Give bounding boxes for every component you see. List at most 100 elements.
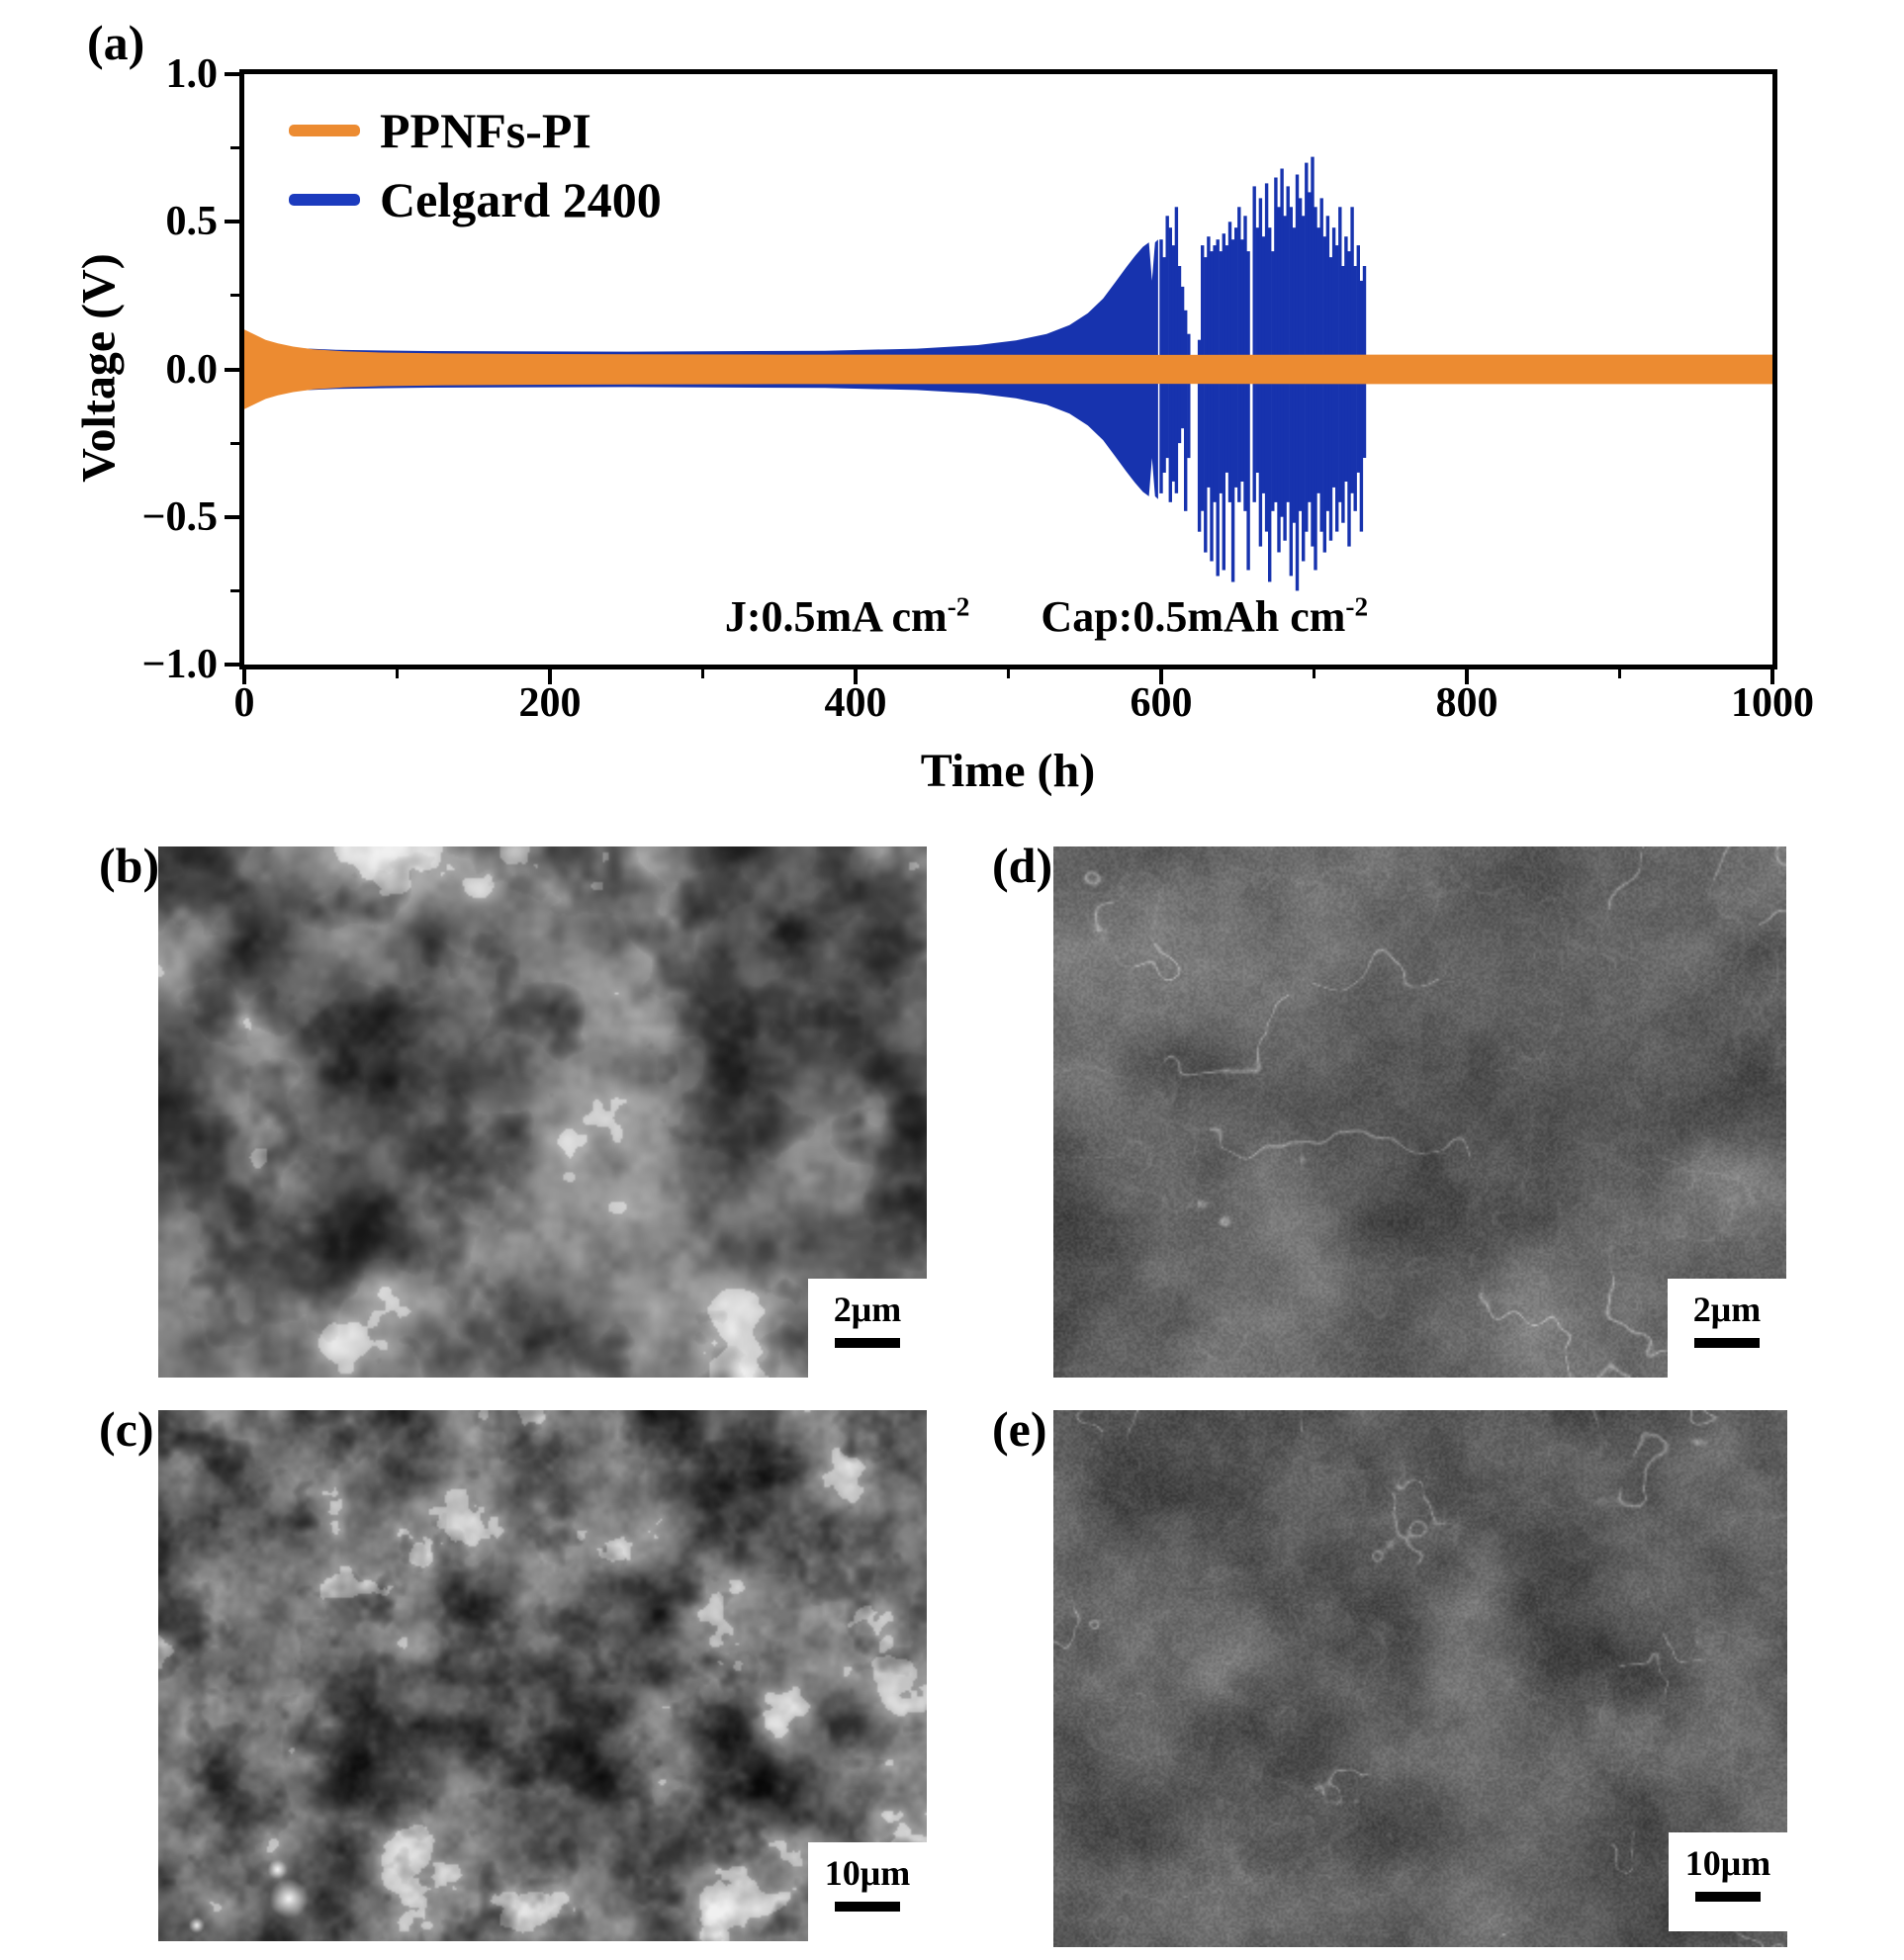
scale-bar-line (1694, 1338, 1760, 1348)
series-celgard-2400-spike (1341, 266, 1345, 523)
sem-image-e: 10μm (1053, 1410, 1787, 1947)
scale-bar-d: 2μm (1668, 1279, 1786, 1378)
x-tick-minor (1618, 669, 1621, 678)
scale-bar-label: 2μm (1692, 1290, 1762, 1329)
sem-micrograph-rough-10um (158, 1410, 927, 1941)
x-tick-major (854, 669, 858, 684)
scale-bar-line (835, 1902, 900, 1912)
x-tick-minor (1007, 669, 1010, 678)
x-tick-label: 0 (233, 680, 255, 726)
x-tick-minor (701, 669, 704, 678)
scale-bar-e: 10μm (1669, 1832, 1787, 1931)
series-celgard-2400-spike (1353, 266, 1357, 511)
voltage-time-chart (244, 156, 1772, 591)
legend-item-ppnfs-pi: PPNFs-PI (289, 103, 662, 158)
y-tick-major (225, 663, 239, 667)
x-tick-label: 1000 (1731, 680, 1814, 726)
series-celgard-2400-spike (1177, 266, 1182, 444)
legend-line-blue-icon (289, 194, 360, 206)
y-tick-label: 0.5 (165, 199, 219, 245)
x-tick-major (1770, 669, 1774, 684)
y-tick-minor (230, 294, 239, 298)
panel-c-label: (c) (99, 1401, 154, 1457)
y-tick-major (225, 514, 239, 519)
series-celgard-2400-spike (1308, 192, 1312, 502)
scale-bar-b: 2μm (808, 1279, 927, 1378)
legend-line-orange-icon (289, 125, 360, 136)
panel-b-label: (b) (99, 838, 160, 893)
y-tick-label: −1.0 (141, 642, 218, 687)
y-tick-major (225, 367, 239, 372)
legend-item-celgard-2400: Celgard 2400 (289, 172, 662, 227)
sem-micrograph-smooth-2um (1053, 846, 1786, 1378)
series-celgard-2400-spike (1187, 333, 1191, 459)
series-celgard-2400-spike (1328, 257, 1333, 541)
sem-micrograph-rough-2um (158, 846, 927, 1378)
series-celgard-2400-spike (1237, 207, 1241, 502)
legend-label: PPNFs-PI (380, 103, 591, 158)
scale-bar-c: 10μm (808, 1842, 927, 1941)
series-celgard-2400-spike (1204, 257, 1208, 553)
x-tick-label: 800 (1435, 680, 1498, 726)
series-celgard-2400-spike (1246, 251, 1250, 571)
series-celgard-2400-spike (1184, 310, 1188, 511)
sem-image-b: 2μm (158, 846, 927, 1378)
series-celgard-2400-spike (1252, 186, 1256, 502)
sem-image-c: 10μm (158, 1410, 927, 1941)
series-celgard-2400-spike (1335, 245, 1339, 532)
sem-image-d: 2μm (1053, 846, 1786, 1378)
series-celgard-2400-spike (1359, 280, 1364, 532)
x-tick-major (548, 669, 552, 684)
series-celgard-2400-spike (1289, 207, 1293, 577)
series-celgard-2400-spike (1302, 216, 1306, 562)
scale-bar-label: 10μm (1684, 1843, 1771, 1883)
series-celgard-2400-spike (1274, 177, 1278, 502)
x-tick-label: 200 (518, 680, 582, 726)
scale-bar-label: 2μm (833, 1290, 902, 1329)
x-tick-major (1465, 669, 1469, 684)
scale-bar-label: 10μm (824, 1853, 911, 1893)
series-celgard-2400-spike (1165, 216, 1169, 459)
series-celgard-2400-spike (1174, 207, 1179, 493)
y-tick-minor (230, 146, 239, 150)
x-tick-minor (1313, 669, 1315, 678)
x-axis-title: Time (h) (920, 745, 1096, 797)
capacity-annotation: Cap:0.5mAh cm-2 (1041, 591, 1369, 641)
sem-micrograph-smooth-10um (1053, 1410, 1787, 1947)
x-tick-major (1159, 669, 1163, 684)
x-tick-major (242, 669, 246, 684)
x-tick-label: 600 (1130, 680, 1193, 726)
y-tick-minor (230, 588, 239, 592)
panel-d-label: (d) (992, 838, 1053, 893)
series-celgard-2400-spike (1255, 227, 1259, 473)
x-tick-label: 400 (824, 680, 887, 726)
y-tick-label: 0.0 (165, 346, 219, 393)
series-celgard-2400-spike (1347, 251, 1351, 547)
test-conditions-annotation: J:0.5mA cm-2 Cap:0.5mAh cm-2 (725, 591, 1368, 642)
series-celgard-2400-spike (1222, 233, 1225, 571)
y-tick-minor (230, 441, 239, 445)
scale-bar-line (1695, 1892, 1761, 1902)
panel-a-label: (a) (87, 15, 145, 70)
series-celgard-2400-spike (1230, 239, 1235, 582)
plot-frame (239, 69, 1777, 669)
series-celgard-2400-spike (1268, 227, 1272, 582)
series-celgard-2400-spike (1350, 207, 1354, 493)
series-celgard-2400-spike (1210, 251, 1214, 562)
current-density-annotation: J:0.5mA cm-2 (724, 591, 970, 641)
series-celgard-2400-spike (1338, 207, 1342, 502)
y-tick-label: 1.0 (165, 51, 219, 97)
legend-label: Celgard 2400 (380, 172, 662, 227)
series-celgard-2400-spike (1286, 186, 1290, 502)
y-tick-major (225, 72, 239, 76)
series-celgard-2400-spike (1197, 339, 1202, 532)
series-celgard-2400-spike (1314, 207, 1317, 571)
series-celgard-2400-spike (1298, 198, 1303, 511)
y-tick-major (225, 220, 239, 224)
series-celgard-2400-spike (1311, 156, 1315, 547)
scale-bar-line (835, 1338, 900, 1348)
x-tick-minor (396, 669, 399, 678)
series-celgard-2400-spike (1216, 239, 1220, 577)
series-ppnfs-pi-envelope (244, 329, 1772, 409)
